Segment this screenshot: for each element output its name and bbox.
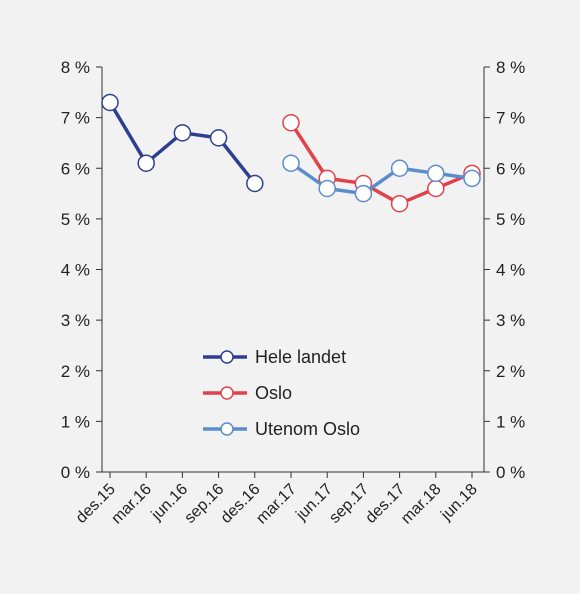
y-tick-label-right: 7 %	[496, 109, 525, 128]
data-point	[282, 154, 300, 172]
legend-label: Oslo	[255, 383, 292, 403]
legend-item: Hele landet	[203, 347, 346, 367]
data-point	[463, 169, 481, 188]
data-point	[209, 129, 228, 147]
legend-item: Utenom Oslo	[203, 419, 360, 439]
data-point	[427, 164, 445, 183]
y-tick-label-left: 6 %	[61, 159, 90, 178]
data-point	[282, 113, 300, 132]
y-tick-label-left: 8 %	[61, 58, 90, 77]
data-point	[318, 179, 336, 198]
y-tick-label-right: 4 %	[496, 261, 525, 280]
y-tick-label-left: 1 %	[61, 412, 90, 431]
y-tick-label-right: 2 %	[496, 362, 525, 381]
y-tick-label-right: 8 %	[496, 58, 525, 77]
y-tick-label-right: 6 %	[496, 159, 525, 178]
y-tick-label-right: 3 %	[496, 311, 525, 330]
data-point	[173, 124, 192, 142]
legend-item: Oslo	[203, 383, 292, 403]
y-tick-label-right: 1 %	[496, 412, 525, 431]
data-point	[137, 154, 155, 172]
data-point	[390, 194, 409, 213]
legend-label: Hele landet	[255, 347, 346, 367]
series-layer	[101, 93, 481, 213]
series-hele-landet	[101, 93, 264, 193]
y-tick-label-left: 5 %	[61, 210, 90, 229]
legend-swatch-marker	[220, 386, 234, 400]
y-tick-label-left: 0 %	[61, 463, 90, 482]
data-point	[427, 179, 445, 198]
legend-label: Utenom Oslo	[255, 419, 360, 439]
data-point	[390, 159, 409, 177]
data-point	[246, 174, 264, 193]
y-tick-label-left: 7 %	[61, 109, 90, 128]
y-tick-label-left: 2 %	[61, 362, 90, 381]
legend: Hele landet Oslo Utenom Oslo	[203, 347, 360, 439]
data-point	[354, 184, 373, 203]
y-tick-label-right: 5 %	[496, 210, 525, 229]
data-point	[101, 93, 119, 112]
plot-area	[0, 0, 580, 586]
series-utenom-oslo	[282, 154, 481, 203]
y-tick-label-left: 4 %	[61, 261, 90, 280]
legend-swatch-marker	[220, 350, 234, 364]
legend-swatch-marker	[220, 422, 234, 436]
y-tick-label-right: 0 %	[496, 463, 525, 482]
y-tick-label-left: 3 %	[61, 311, 90, 330]
